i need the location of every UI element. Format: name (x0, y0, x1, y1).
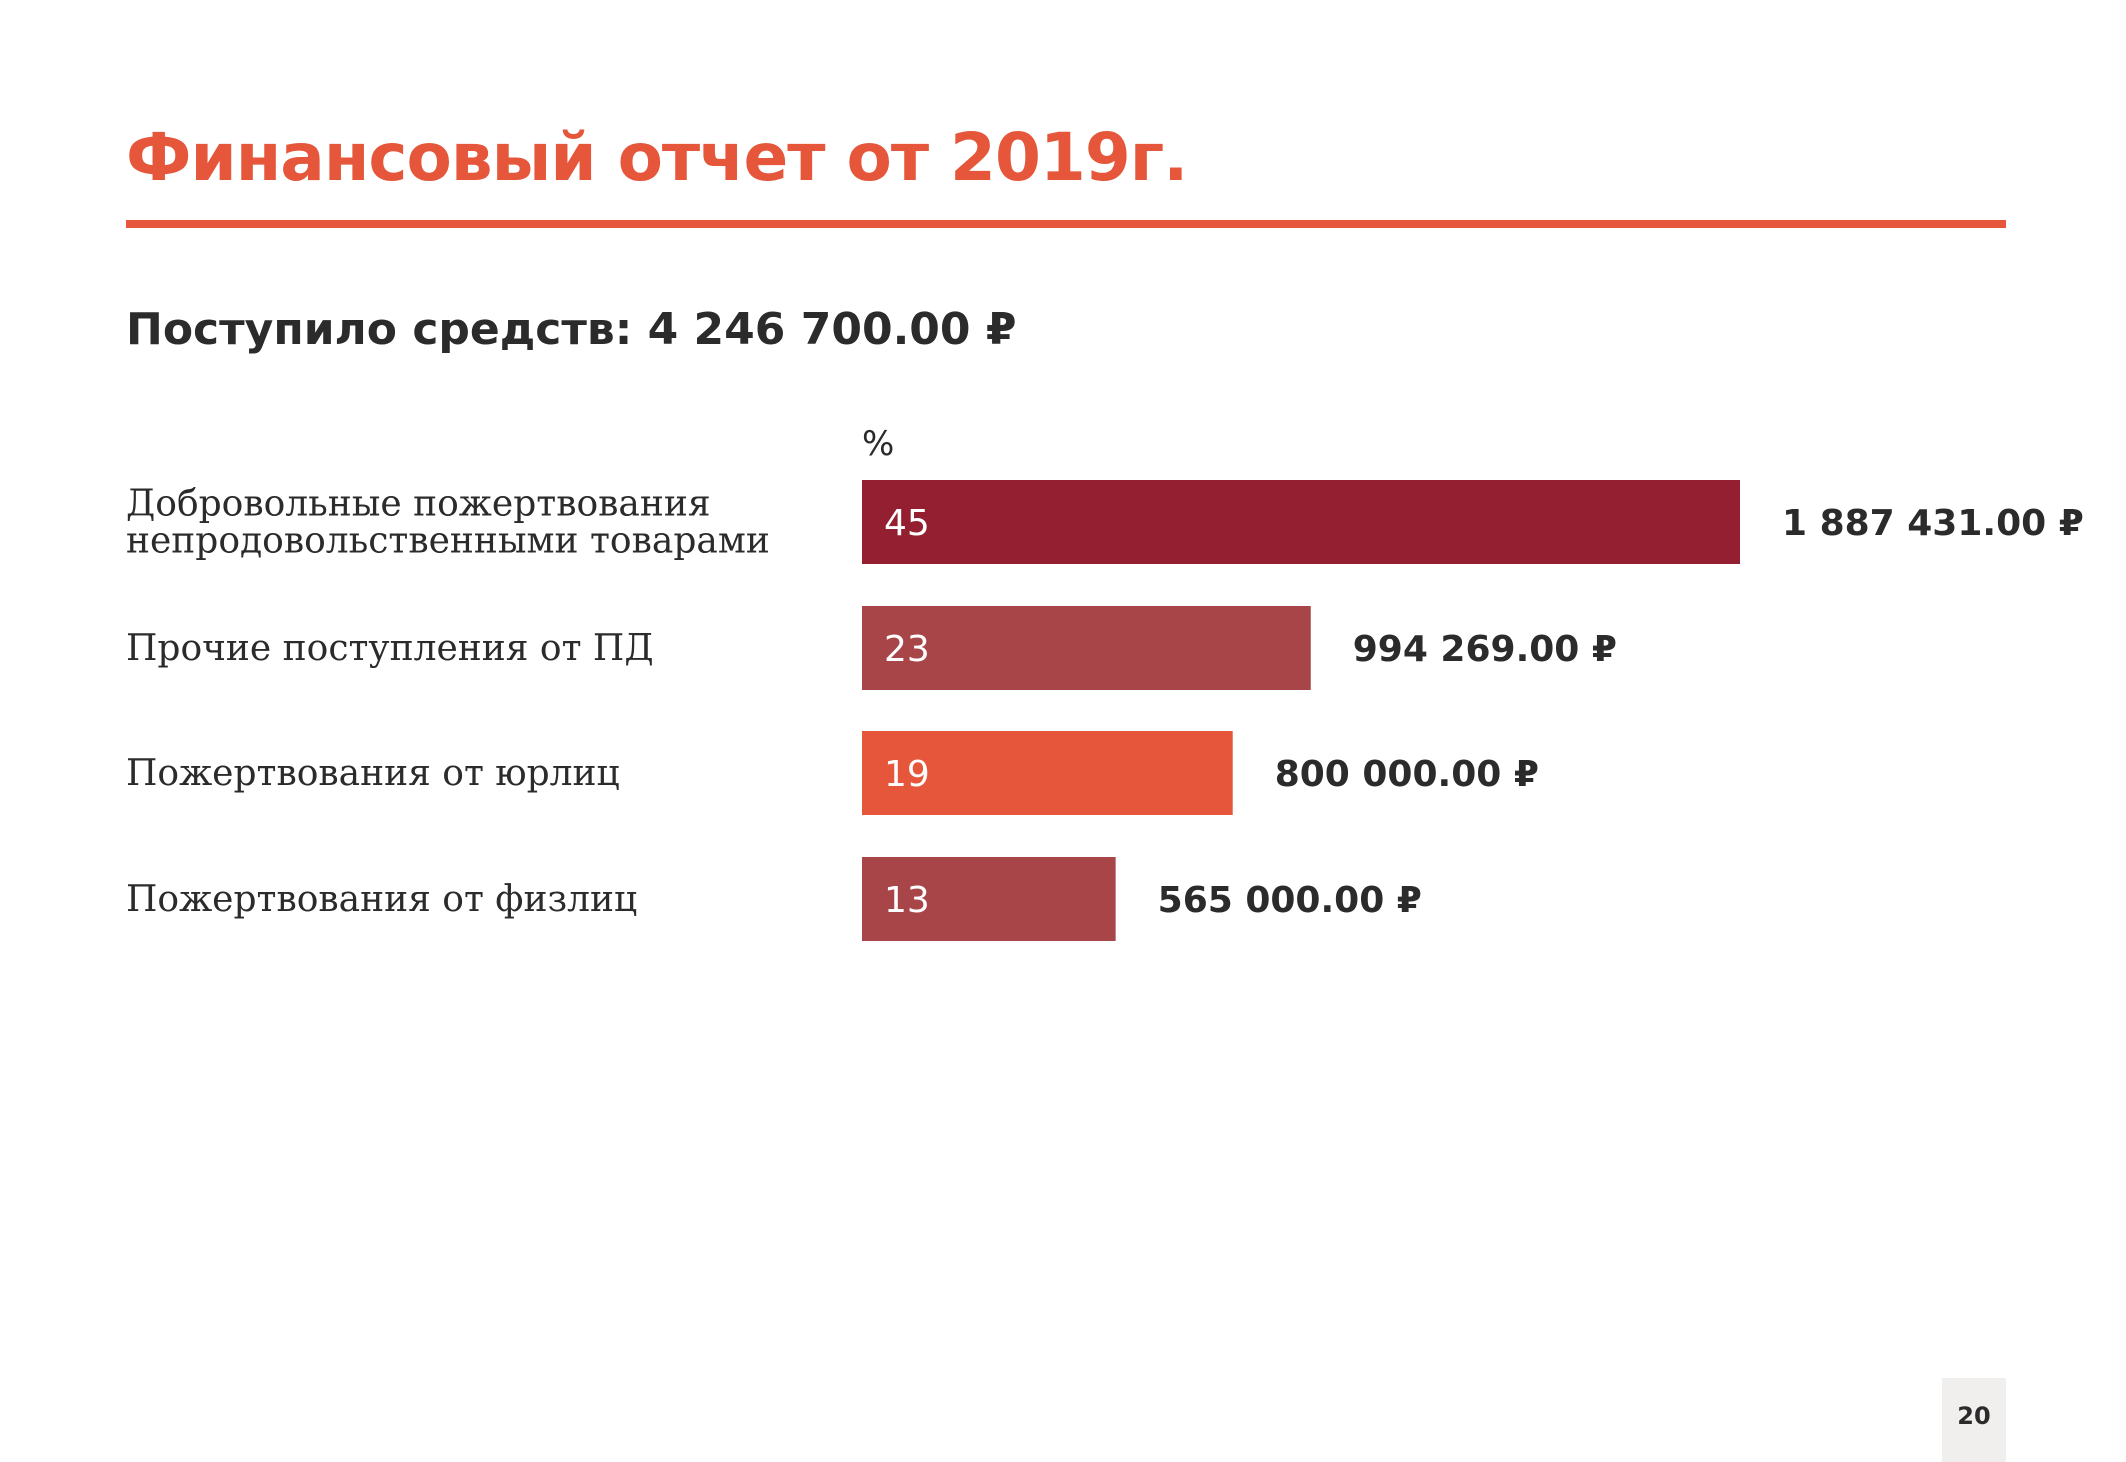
income-bar-chart: % Добровольные пожертвования непродовольст… (126, 424, 2084, 941)
category-label: Прочие поступления от ПД (126, 628, 654, 669)
category-label: Пожертвования от физлиц (126, 879, 637, 920)
bar-amount-label: 800 000.00 ₽ (1275, 754, 1539, 795)
bar-value-label: 13 (884, 880, 930, 921)
bar (862, 731, 1233, 815)
category-label: Добровольные пожертвования непродовольств… (126, 484, 770, 562)
bar-amount-label: 994 269.00 ₽ (1353, 629, 1617, 670)
bar (862, 857, 1116, 941)
page-number: 20 (1957, 1402, 1991, 1430)
bar (862, 480, 1740, 564)
page-number-box: 20 (1942, 1378, 2006, 1462)
title-divider (126, 220, 2006, 228)
category-label: Пожертвования от юрлиц (126, 753, 620, 794)
page-title: Финансовый отчет от 2019г. (126, 119, 1188, 196)
total-income-heading: Поступило средств: 4 246 700.00 ₽ (126, 304, 1017, 355)
axis-unit-label: % (862, 424, 894, 464)
bar-value-label: 45 (884, 503, 930, 544)
bar-value-label: 23 (884, 629, 930, 670)
bar-amount-label: 1 887 431.00 ₽ (1782, 503, 2084, 544)
bar (862, 606, 1311, 690)
bar-amount-label: 565 000.00 ₽ (1158, 880, 1422, 921)
bar-value-label: 19 (884, 754, 930, 795)
